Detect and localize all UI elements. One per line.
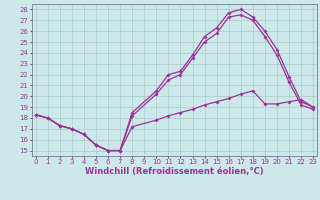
X-axis label: Windchill (Refroidissement éolien,°C): Windchill (Refroidissement éolien,°C) (85, 167, 264, 176)
